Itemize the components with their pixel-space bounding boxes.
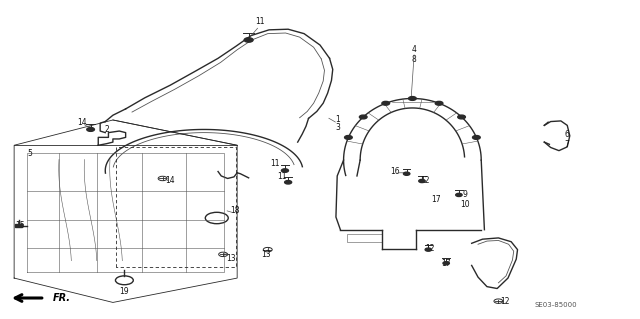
Text: 17: 17 bbox=[442, 259, 451, 268]
Text: FR.: FR. bbox=[52, 293, 70, 303]
Bar bbox=[347, 234, 382, 242]
Text: 13: 13 bbox=[226, 254, 236, 263]
Circle shape bbox=[360, 115, 367, 119]
Text: 3: 3 bbox=[335, 123, 340, 132]
Text: 14: 14 bbox=[77, 118, 87, 127]
Text: 8: 8 bbox=[412, 56, 417, 64]
Text: 16: 16 bbox=[390, 167, 400, 176]
Circle shape bbox=[403, 172, 410, 175]
Circle shape bbox=[458, 115, 465, 119]
Text: 12: 12 bbox=[500, 297, 509, 306]
Text: 19: 19 bbox=[120, 287, 129, 296]
Circle shape bbox=[419, 179, 425, 182]
Circle shape bbox=[87, 128, 95, 131]
Text: 18: 18 bbox=[230, 206, 240, 215]
Circle shape bbox=[382, 101, 390, 105]
Circle shape bbox=[282, 169, 289, 172]
Text: 17: 17 bbox=[431, 195, 441, 204]
Circle shape bbox=[344, 136, 352, 139]
Text: 7: 7 bbox=[565, 140, 570, 149]
Text: 2: 2 bbox=[104, 125, 109, 134]
Circle shape bbox=[408, 97, 416, 100]
Text: 1: 1 bbox=[335, 115, 340, 123]
Text: 10: 10 bbox=[460, 200, 470, 209]
Text: 13: 13 bbox=[261, 250, 271, 259]
Text: 12: 12 bbox=[425, 244, 435, 253]
Text: 11: 11 bbox=[271, 159, 280, 168]
Text: 12: 12 bbox=[420, 175, 430, 185]
Text: 6: 6 bbox=[565, 130, 570, 139]
Circle shape bbox=[472, 136, 480, 139]
Circle shape bbox=[443, 262, 449, 265]
Text: 4: 4 bbox=[412, 45, 417, 54]
Text: 5: 5 bbox=[27, 149, 32, 158]
Bar bbox=[15, 224, 22, 227]
Circle shape bbox=[425, 248, 431, 251]
Text: 11: 11 bbox=[255, 18, 264, 26]
Text: 14: 14 bbox=[166, 175, 175, 185]
Text: 15: 15 bbox=[16, 221, 26, 230]
Text: 11: 11 bbox=[277, 172, 287, 182]
Circle shape bbox=[285, 181, 292, 184]
Circle shape bbox=[435, 101, 443, 105]
Circle shape bbox=[456, 193, 462, 197]
Circle shape bbox=[244, 38, 253, 42]
Text: SE03-85000: SE03-85000 bbox=[534, 302, 577, 308]
Text: 9: 9 bbox=[463, 190, 468, 199]
